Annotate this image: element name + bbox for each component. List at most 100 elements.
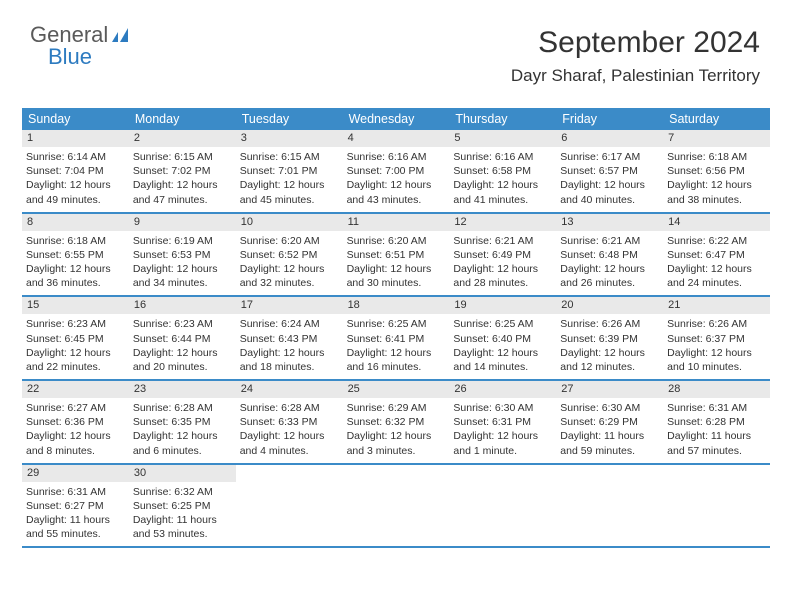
day-number: 15 xyxy=(22,297,129,314)
day-cell: .. xyxy=(556,465,663,547)
day-cell: 26Sunrise: 6:30 AMSunset: 6:31 PMDayligh… xyxy=(449,381,556,463)
dayname-cell: Friday xyxy=(556,108,663,130)
day-cell: 10Sunrise: 6:20 AMSunset: 6:52 PMDayligh… xyxy=(236,214,343,296)
week-row: 22Sunrise: 6:27 AMSunset: 6:36 PMDayligh… xyxy=(22,381,770,465)
day-details: Sunrise: 6:29 AMSunset: 6:32 PMDaylight:… xyxy=(343,398,450,463)
day-number: 12 xyxy=(449,214,556,231)
day-cell: 28Sunrise: 6:31 AMSunset: 6:28 PMDayligh… xyxy=(663,381,770,463)
day-details: Sunrise: 6:25 AMSunset: 6:41 PMDaylight:… xyxy=(343,314,450,379)
day-number: 26 xyxy=(449,381,556,398)
day-details: Sunrise: 6:21 AMSunset: 6:48 PMDaylight:… xyxy=(556,231,663,296)
weeks-container: 1Sunrise: 6:14 AMSunset: 7:04 PMDaylight… xyxy=(22,130,770,548)
dayname-cell: Thursday xyxy=(449,108,556,130)
day-details: Sunrise: 6:26 AMSunset: 6:37 PMDaylight:… xyxy=(663,314,770,379)
day-number: 23 xyxy=(129,381,236,398)
day-cell: 3Sunrise: 6:15 AMSunset: 7:01 PMDaylight… xyxy=(236,130,343,212)
day-number: 22 xyxy=(22,381,129,398)
day-number: 2 xyxy=(129,130,236,147)
day-details: Sunrise: 6:14 AMSunset: 7:04 PMDaylight:… xyxy=(22,147,129,212)
day-cell: 24Sunrise: 6:28 AMSunset: 6:33 PMDayligh… xyxy=(236,381,343,463)
day-cell: 15Sunrise: 6:23 AMSunset: 6:45 PMDayligh… xyxy=(22,297,129,379)
day-cell: 11Sunrise: 6:20 AMSunset: 6:51 PMDayligh… xyxy=(343,214,450,296)
day-number: 13 xyxy=(556,214,663,231)
day-details: Sunrise: 6:23 AMSunset: 6:44 PMDaylight:… xyxy=(129,314,236,379)
location: Dayr Sharaf, Palestinian Territory xyxy=(511,66,760,86)
day-cell: 1Sunrise: 6:14 AMSunset: 7:04 PMDaylight… xyxy=(22,130,129,212)
day-number: 21 xyxy=(663,297,770,314)
day-number: 16 xyxy=(129,297,236,314)
logo-text-2: Blue xyxy=(48,44,92,70)
day-cell: 19Sunrise: 6:25 AMSunset: 6:40 PMDayligh… xyxy=(449,297,556,379)
day-number: 28 xyxy=(663,381,770,398)
day-details: Sunrise: 6:28 AMSunset: 6:35 PMDaylight:… xyxy=(129,398,236,463)
day-number: 11 xyxy=(343,214,450,231)
logo-chart-icon xyxy=(110,26,134,44)
day-number: 18 xyxy=(343,297,450,314)
day-number: 30 xyxy=(129,465,236,482)
week-row: 29Sunrise: 6:31 AMSunset: 6:27 PMDayligh… xyxy=(22,465,770,549)
day-cell: 21Sunrise: 6:26 AMSunset: 6:37 PMDayligh… xyxy=(663,297,770,379)
calendar: SundayMondayTuesdayWednesdayThursdayFrid… xyxy=(22,108,770,548)
dayname-cell: Saturday xyxy=(663,108,770,130)
day-cell: 6Sunrise: 6:17 AMSunset: 6:57 PMDaylight… xyxy=(556,130,663,212)
day-cell: 30Sunrise: 6:32 AMSunset: 6:25 PMDayligh… xyxy=(129,465,236,547)
day-cell: 25Sunrise: 6:29 AMSunset: 6:32 PMDayligh… xyxy=(343,381,450,463)
day-number: 9 xyxy=(129,214,236,231)
day-cell: 17Sunrise: 6:24 AMSunset: 6:43 PMDayligh… xyxy=(236,297,343,379)
day-cell: 4Sunrise: 6:16 AMSunset: 7:00 PMDaylight… xyxy=(343,130,450,212)
day-details: Sunrise: 6:26 AMSunset: 6:39 PMDaylight:… xyxy=(556,314,663,379)
day-details: Sunrise: 6:15 AMSunset: 7:02 PMDaylight:… xyxy=(129,147,236,212)
day-number: 5 xyxy=(449,130,556,147)
day-details: Sunrise: 6:17 AMSunset: 6:57 PMDaylight:… xyxy=(556,147,663,212)
day-details: Sunrise: 6:27 AMSunset: 6:36 PMDaylight:… xyxy=(22,398,129,463)
day-details: Sunrise: 6:16 AMSunset: 6:58 PMDaylight:… xyxy=(449,147,556,212)
day-cell: 12Sunrise: 6:21 AMSunset: 6:49 PMDayligh… xyxy=(449,214,556,296)
day-details: Sunrise: 6:15 AMSunset: 7:01 PMDaylight:… xyxy=(236,147,343,212)
week-row: 1Sunrise: 6:14 AMSunset: 7:04 PMDaylight… xyxy=(22,130,770,214)
day-details: Sunrise: 6:30 AMSunset: 6:31 PMDaylight:… xyxy=(449,398,556,463)
day-number: 8 xyxy=(22,214,129,231)
day-cell: 2Sunrise: 6:15 AMSunset: 7:02 PMDaylight… xyxy=(129,130,236,212)
day-details: Sunrise: 6:18 AMSunset: 6:56 PMDaylight:… xyxy=(663,147,770,212)
day-cell: 22Sunrise: 6:27 AMSunset: 6:36 PMDayligh… xyxy=(22,381,129,463)
day-cell: 5Sunrise: 6:16 AMSunset: 6:58 PMDaylight… xyxy=(449,130,556,212)
dayname-cell: Wednesday xyxy=(343,108,450,130)
day-details: Sunrise: 6:21 AMSunset: 6:49 PMDaylight:… xyxy=(449,231,556,296)
day-cell: 9Sunrise: 6:19 AMSunset: 6:53 PMDaylight… xyxy=(129,214,236,296)
header: September 2024 Dayr Sharaf, Palestinian … xyxy=(511,26,760,86)
day-number: 3 xyxy=(236,130,343,147)
day-number: 19 xyxy=(449,297,556,314)
dayname-cell: Monday xyxy=(129,108,236,130)
day-cell: 16Sunrise: 6:23 AMSunset: 6:44 PMDayligh… xyxy=(129,297,236,379)
day-details: Sunrise: 6:16 AMSunset: 7:00 PMDaylight:… xyxy=(343,147,450,212)
day-number: 7 xyxy=(663,130,770,147)
day-cell: .. xyxy=(343,465,450,547)
day-number: 1 xyxy=(22,130,129,147)
month-title: September 2024 xyxy=(511,26,760,60)
day-number: 4 xyxy=(343,130,450,147)
day-details: Sunrise: 6:31 AMSunset: 6:27 PMDaylight:… xyxy=(22,482,129,547)
day-cell: 14Sunrise: 6:22 AMSunset: 6:47 PMDayligh… xyxy=(663,214,770,296)
day-details: Sunrise: 6:22 AMSunset: 6:47 PMDaylight:… xyxy=(663,231,770,296)
day-details: Sunrise: 6:30 AMSunset: 6:29 PMDaylight:… xyxy=(556,398,663,463)
day-details: Sunrise: 6:20 AMSunset: 6:51 PMDaylight:… xyxy=(343,231,450,296)
day-number: 24 xyxy=(236,381,343,398)
day-number: 14 xyxy=(663,214,770,231)
day-number: 10 xyxy=(236,214,343,231)
day-details: Sunrise: 6:23 AMSunset: 6:45 PMDaylight:… xyxy=(22,314,129,379)
week-row: 8Sunrise: 6:18 AMSunset: 6:55 PMDaylight… xyxy=(22,214,770,298)
day-details: Sunrise: 6:19 AMSunset: 6:53 PMDaylight:… xyxy=(129,231,236,296)
day-cell: 29Sunrise: 6:31 AMSunset: 6:27 PMDayligh… xyxy=(22,465,129,547)
day-number: 25 xyxy=(343,381,450,398)
day-details: Sunrise: 6:20 AMSunset: 6:52 PMDaylight:… xyxy=(236,231,343,296)
day-cell: .. xyxy=(236,465,343,547)
dayname-cell: Sunday xyxy=(22,108,129,130)
day-cell: 20Sunrise: 6:26 AMSunset: 6:39 PMDayligh… xyxy=(556,297,663,379)
day-number: 27 xyxy=(556,381,663,398)
day-cell: 13Sunrise: 6:21 AMSunset: 6:48 PMDayligh… xyxy=(556,214,663,296)
day-cell: 7Sunrise: 6:18 AMSunset: 6:56 PMDaylight… xyxy=(663,130,770,212)
day-number: 20 xyxy=(556,297,663,314)
dayname-row: SundayMondayTuesdayWednesdayThursdayFrid… xyxy=(22,108,770,130)
day-cell: 18Sunrise: 6:25 AMSunset: 6:41 PMDayligh… xyxy=(343,297,450,379)
day-number: 17 xyxy=(236,297,343,314)
